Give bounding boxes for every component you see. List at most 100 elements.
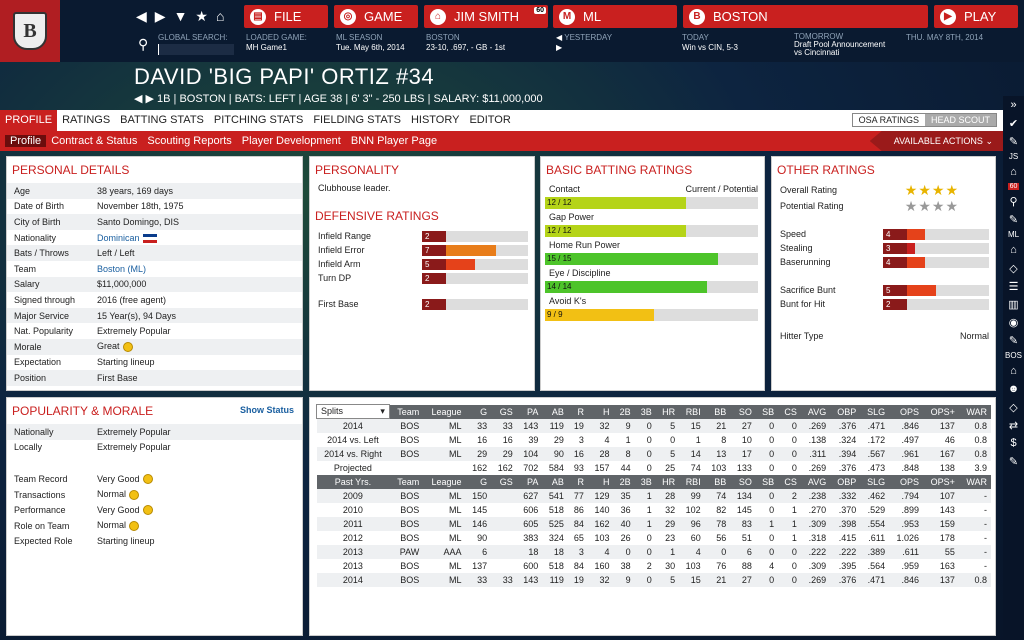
- rating-value: 7: [422, 244, 446, 256]
- table-cell: 60: [690, 532, 701, 543]
- table-cell: 5: [655, 418, 680, 433]
- wrench-icon[interactable]: ✎: [1008, 213, 1019, 226]
- diamond-icon[interactable]: ◇: [1009, 262, 1018, 275]
- splits-select[interactable]: Splits ▾: [316, 404, 390, 419]
- user-button[interactable]: ⌂ JIM SMITH 60: [424, 5, 548, 28]
- check-icon[interactable]: ✔: [1008, 117, 1019, 130]
- transfer-icon[interactable]: ⇄: [1008, 419, 1019, 432]
- tab-editor[interactable]: EDITOR: [469, 114, 511, 126]
- batting-bar: 9 / 9: [545, 309, 758, 321]
- kv-value: November 18th, 1975: [97, 201, 184, 212]
- subtab-profile[interactable]: Profile: [5, 135, 47, 147]
- table-cell: 2012: [342, 532, 363, 543]
- chevron-down-icon: ⌄: [985, 136, 993, 146]
- table-cell: 138: [939, 462, 955, 473]
- rating-bar: 2: [422, 298, 528, 310]
- dollar-icon[interactable]: $: [1010, 437, 1017, 449]
- table-cell: BOS: [389, 446, 424, 461]
- table-cell: 525: [542, 516, 568, 531]
- logo[interactable]: B: [0, 0, 60, 62]
- table-cell: 33: [465, 418, 492, 433]
- wrench-icon[interactable]: ✎: [1008, 135, 1019, 148]
- table-cell: 1: [646, 504, 652, 515]
- team-record-label: BOSTON: [426, 33, 460, 42]
- chevron-down-icon[interactable]: »: [1010, 99, 1017, 111]
- kv-value: Extremely Popular: [97, 442, 171, 453]
- table-cell: .269: [800, 572, 831, 587]
- stats-header-cell: OBP: [830, 474, 861, 489]
- show-status-link[interactable]: Show Status: [239, 405, 294, 415]
- kv-row: Nationality Dominican: [7, 230, 302, 246]
- table-cell: 0.8: [974, 434, 987, 445]
- star-icon[interactable]: ★: [195, 8, 208, 24]
- table-cell: 99: [679, 488, 705, 503]
- yesterday-info[interactable]: ◀ YESTERDAY ▶: [556, 33, 612, 53]
- subtab-bnn[interactable]: BNN Player Page: [350, 135, 438, 147]
- tomorrow-info[interactable]: TOMORROW Draft Pool Announcement vs Cincin…: [794, 33, 885, 57]
- hitter-label: Hitter Type: [780, 331, 824, 341]
- today-info[interactable]: TODAY Win vs CIN, 5-3: [682, 33, 738, 53]
- chart-icon[interactable]: ▥: [1008, 298, 1019, 311]
- game-button[interactable]: ◎ GAME: [334, 5, 418, 28]
- rail-badge: 60: [1007, 183, 1020, 190]
- table-cell: 606: [523, 504, 539, 515]
- osa-ratings-button[interactable]: OSA RATINGS: [858, 115, 919, 125]
- stats-header-cell: SLG: [860, 404, 890, 419]
- subtab-scouting[interactable]: Scouting Reports: [147, 135, 232, 147]
- users-icon[interactable]: ☻: [1007, 383, 1020, 395]
- search-icon[interactable]: ⚲: [138, 36, 149, 52]
- dropdown-icon[interactable]: ▼: [173, 8, 188, 24]
- home-icon[interactable]: ⌂: [1010, 244, 1017, 256]
- play-button[interactable]: ▶ PLAY: [934, 5, 1018, 28]
- available-actions-button[interactable]: AVAILABLE ACTIONS ⌄: [869, 131, 1003, 151]
- tab-fielding-stats[interactable]: FIELDING STATS: [313, 114, 401, 126]
- table-cell: 21: [704, 572, 731, 587]
- wrench-icon[interactable]: ✎: [1008, 334, 1019, 347]
- tab-profile[interactable]: PROFILE: [0, 110, 58, 131]
- stats-header-cell: AVG: [800, 474, 831, 489]
- forward-icon[interactable]: ▶: [154, 8, 166, 24]
- table-cell: 0: [755, 572, 779, 587]
- table-cell: 1: [791, 532, 797, 543]
- table-cell: 19: [567, 418, 588, 433]
- kv-row: Locally Extremely Popular: [7, 439, 302, 456]
- head-scout-button[interactable]: HEAD SCOUT: [924, 114, 996, 126]
- tab-pitching-stats[interactable]: PITCHING STATS: [213, 114, 304, 126]
- league-button[interactable]: M ML: [553, 5, 677, 28]
- table-cell: 65: [573, 532, 584, 543]
- home-icon[interactable]: ⌂: [215, 8, 225, 24]
- baseball-icon[interactable]: ◉: [1008, 316, 1019, 329]
- home-icon[interactable]: ⌂: [1010, 166, 1017, 178]
- nationality-link[interactable]: Dominican: [97, 232, 140, 243]
- prev-player-icon[interactable]: ◀ ▶: [134, 93, 158, 105]
- tab-batting-stats[interactable]: BATTING STATS: [120, 114, 204, 126]
- list-icon[interactable]: ☰: [1008, 280, 1019, 293]
- tab-history[interactable]: HISTORY: [410, 114, 460, 126]
- team-button[interactable]: B BOSTON: [683, 5, 928, 28]
- back-icon[interactable]: ◀: [136, 8, 147, 24]
- tab-ratings[interactable]: RATINGS: [62, 114, 111, 126]
- season-value: Tue. May 6th, 2014: [336, 43, 405, 52]
- rating-bar: 4: [883, 256, 989, 268]
- table-cell: ML: [423, 446, 466, 461]
- team-link[interactable]: Boston (ML): [97, 263, 147, 274]
- stats-header-cell: SO: [730, 404, 756, 419]
- home-icon[interactable]: ⌂: [1010, 365, 1017, 377]
- diamond-icon[interactable]: ◇: [1009, 401, 1018, 414]
- search-input[interactable]: [158, 44, 234, 55]
- table-cell: -: [984, 504, 987, 515]
- kv-row: Signed through 2016 (free agent): [7, 292, 302, 308]
- user-badge: 60: [534, 7, 546, 14]
- play-icon: ▶: [940, 8, 956, 25]
- kv-key: Major Service: [14, 310, 70, 321]
- file-button[interactable]: ▤ FILE: [244, 5, 328, 28]
- past-years-header: Past Yrs. Team League G GS PA AB R H 2B 3B HR RBI BB S…: [316, 474, 991, 489]
- subtab-development[interactable]: Player Development: [241, 135, 341, 147]
- wrench-icon[interactable]: ✎: [1008, 455, 1019, 468]
- batting-value: 12 / 12: [547, 226, 572, 235]
- table-cell: 74: [704, 488, 731, 503]
- subtab-contract[interactable]: Contract & Status: [51, 135, 138, 147]
- stats-header-cell: H: [587, 474, 614, 489]
- smiley-icon: [129, 521, 140, 532]
- search-icon[interactable]: ⚲: [1009, 195, 1018, 208]
